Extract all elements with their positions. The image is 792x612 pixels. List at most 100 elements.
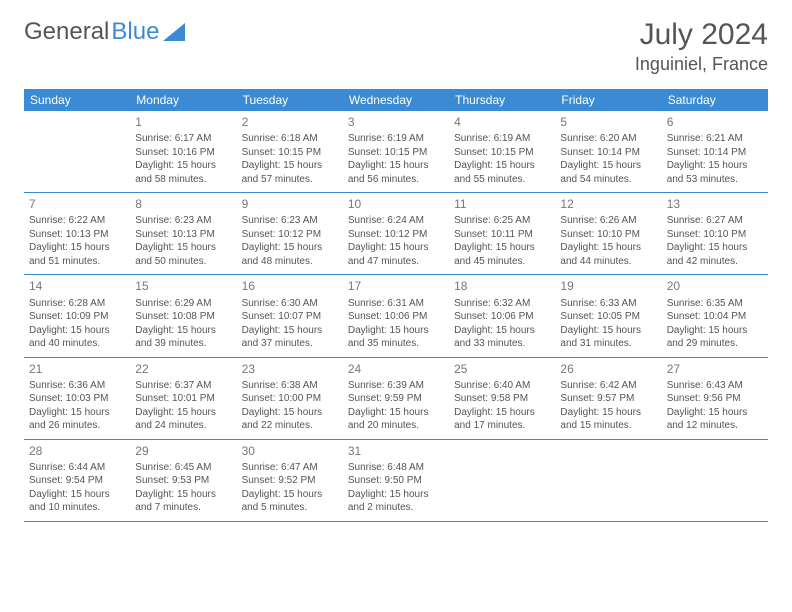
calendar-cell: 11Sunrise: 6:25 AMSunset: 10:11 PMDaylig… bbox=[449, 193, 555, 275]
calendar-cell bbox=[449, 439, 555, 521]
day-number: 26 bbox=[560, 361, 656, 377]
day-header: Saturday bbox=[662, 89, 768, 111]
sunrise-line: Sunrise: 6:45 AM bbox=[135, 461, 231, 475]
sunrise-line: Sunrise: 6:27 AM bbox=[667, 214, 763, 228]
day-header: Monday bbox=[130, 89, 236, 111]
daylight-line: Daylight: 15 hours and 56 minutes. bbox=[348, 159, 444, 186]
sunrise-line: Sunrise: 6:20 AM bbox=[560, 132, 656, 146]
calendar-cell: 23Sunrise: 6:38 AMSunset: 10:00 PMDaylig… bbox=[237, 357, 343, 439]
day-number: 12 bbox=[560, 196, 656, 212]
sunrise-line: Sunrise: 6:40 AM bbox=[454, 379, 550, 393]
sunset-line: Sunset: 10:15 PM bbox=[454, 146, 550, 160]
day-number: 3 bbox=[348, 114, 444, 130]
sunset-line: Sunset: 9:58 PM bbox=[454, 392, 550, 406]
logo: GeneralBlue bbox=[24, 18, 185, 46]
day-header: Tuesday bbox=[237, 89, 343, 111]
day-number: 14 bbox=[29, 278, 125, 294]
sunrise-line: Sunrise: 6:42 AM bbox=[560, 379, 656, 393]
day-number: 8 bbox=[135, 196, 231, 212]
sunset-line: Sunset: 10:16 PM bbox=[135, 146, 231, 160]
calendar-cell: 17Sunrise: 6:31 AMSunset: 10:06 PMDaylig… bbox=[343, 275, 449, 357]
sunset-line: Sunset: 10:11 PM bbox=[454, 228, 550, 242]
sunset-line: Sunset: 9:54 PM bbox=[29, 474, 125, 488]
day-number: 24 bbox=[348, 361, 444, 377]
calendar-cell: 4Sunrise: 6:19 AMSunset: 10:15 PMDayligh… bbox=[449, 111, 555, 193]
calendar-cell: 9Sunrise: 6:23 AMSunset: 10:12 PMDayligh… bbox=[237, 193, 343, 275]
calendar-cell: 20Sunrise: 6:35 AMSunset: 10:04 PMDaylig… bbox=[662, 275, 768, 357]
day-number: 30 bbox=[242, 443, 338, 459]
day-number: 20 bbox=[667, 278, 763, 294]
sunset-line: Sunset: 9:56 PM bbox=[667, 392, 763, 406]
calendar-cell: 28Sunrise: 6:44 AMSunset: 9:54 PMDayligh… bbox=[24, 439, 130, 521]
daylight-line: Daylight: 15 hours and 50 minutes. bbox=[135, 241, 231, 268]
day-number: 7 bbox=[29, 196, 125, 212]
calendar-cell: 6Sunrise: 6:21 AMSunset: 10:14 PMDayligh… bbox=[662, 111, 768, 193]
daylight-line: Daylight: 15 hours and 39 minutes. bbox=[135, 324, 231, 351]
day-number: 21 bbox=[29, 361, 125, 377]
calendar-cell: 3Sunrise: 6:19 AMSunset: 10:15 PMDayligh… bbox=[343, 111, 449, 193]
day-header: Sunday bbox=[24, 89, 130, 111]
calendar-row: 1Sunrise: 6:17 AMSunset: 10:16 PMDayligh… bbox=[24, 111, 768, 193]
sunrise-line: Sunrise: 6:33 AM bbox=[560, 297, 656, 311]
logo-text-blue: Blue bbox=[111, 18, 159, 46]
daylight-line: Daylight: 15 hours and 2 minutes. bbox=[348, 488, 444, 515]
day-number: 10 bbox=[348, 196, 444, 212]
day-number: 29 bbox=[135, 443, 231, 459]
calendar-row: 7Sunrise: 6:22 AMSunset: 10:13 PMDayligh… bbox=[24, 193, 768, 275]
day-number: 22 bbox=[135, 361, 231, 377]
sunset-line: Sunset: 9:57 PM bbox=[560, 392, 656, 406]
daylight-line: Daylight: 15 hours and 53 minutes. bbox=[667, 159, 763, 186]
day-number: 6 bbox=[667, 114, 763, 130]
calendar-cell: 10Sunrise: 6:24 AMSunset: 10:12 PMDaylig… bbox=[343, 193, 449, 275]
sunrise-line: Sunrise: 6:43 AM bbox=[667, 379, 763, 393]
daylight-line: Daylight: 15 hours and 20 minutes. bbox=[348, 406, 444, 433]
day-number: 31 bbox=[348, 443, 444, 459]
calendar-cell bbox=[24, 111, 130, 193]
daylight-line: Daylight: 15 hours and 33 minutes. bbox=[454, 324, 550, 351]
sunrise-line: Sunrise: 6:44 AM bbox=[29, 461, 125, 475]
calendar-cell: 7Sunrise: 6:22 AMSunset: 10:13 PMDayligh… bbox=[24, 193, 130, 275]
daylight-line: Daylight: 15 hours and 12 minutes. bbox=[667, 406, 763, 433]
daylight-line: Daylight: 15 hours and 45 minutes. bbox=[454, 241, 550, 268]
sunset-line: Sunset: 9:53 PM bbox=[135, 474, 231, 488]
calendar-cell: 14Sunrise: 6:28 AMSunset: 10:09 PMDaylig… bbox=[24, 275, 130, 357]
header: GeneralBlue July 2024 Inguiniel, France bbox=[24, 18, 768, 75]
calendar-cell: 21Sunrise: 6:36 AMSunset: 10:03 PMDaylig… bbox=[24, 357, 130, 439]
day-number: 1 bbox=[135, 114, 231, 130]
calendar-cell: 1Sunrise: 6:17 AMSunset: 10:16 PMDayligh… bbox=[130, 111, 236, 193]
day-number: 4 bbox=[454, 114, 550, 130]
sunrise-line: Sunrise: 6:23 AM bbox=[135, 214, 231, 228]
sunrise-line: Sunrise: 6:37 AM bbox=[135, 379, 231, 393]
daylight-line: Daylight: 15 hours and 55 minutes. bbox=[454, 159, 550, 186]
daylight-line: Daylight: 15 hours and 15 minutes. bbox=[560, 406, 656, 433]
sunset-line: Sunset: 10:12 PM bbox=[348, 228, 444, 242]
calendar-cell bbox=[662, 439, 768, 521]
day-number: 17 bbox=[348, 278, 444, 294]
sunset-line: Sunset: 10:08 PM bbox=[135, 310, 231, 324]
daylight-line: Daylight: 15 hours and 40 minutes. bbox=[29, 324, 125, 351]
sunset-line: Sunset: 10:05 PM bbox=[560, 310, 656, 324]
calendar-cell: 12Sunrise: 6:26 AMSunset: 10:10 PMDaylig… bbox=[555, 193, 661, 275]
day-number: 25 bbox=[454, 361, 550, 377]
calendar-cell: 24Sunrise: 6:39 AMSunset: 9:59 PMDayligh… bbox=[343, 357, 449, 439]
day-number: 13 bbox=[667, 196, 763, 212]
calendar-cell: 15Sunrise: 6:29 AMSunset: 10:08 PMDaylig… bbox=[130, 275, 236, 357]
daylight-line: Daylight: 15 hours and 58 minutes. bbox=[135, 159, 231, 186]
day-number: 11 bbox=[454, 196, 550, 212]
calendar-cell: 8Sunrise: 6:23 AMSunset: 10:13 PMDayligh… bbox=[130, 193, 236, 275]
sunset-line: Sunset: 10:12 PM bbox=[242, 228, 338, 242]
daylight-line: Daylight: 15 hours and 22 minutes. bbox=[242, 406, 338, 433]
sunrise-line: Sunrise: 6:22 AM bbox=[29, 214, 125, 228]
day-number: 5 bbox=[560, 114, 656, 130]
daylight-line: Daylight: 15 hours and 35 minutes. bbox=[348, 324, 444, 351]
sunrise-line: Sunrise: 6:29 AM bbox=[135, 297, 231, 311]
day-number: 9 bbox=[242, 196, 338, 212]
calendar-cell: 30Sunrise: 6:47 AMSunset: 9:52 PMDayligh… bbox=[237, 439, 343, 521]
sunrise-line: Sunrise: 6:30 AM bbox=[242, 297, 338, 311]
calendar-cell: 2Sunrise: 6:18 AMSunset: 10:15 PMDayligh… bbox=[237, 111, 343, 193]
day-number: 2 bbox=[242, 114, 338, 130]
sunset-line: Sunset: 9:50 PM bbox=[348, 474, 444, 488]
sunset-line: Sunset: 9:59 PM bbox=[348, 392, 444, 406]
sunrise-line: Sunrise: 6:26 AM bbox=[560, 214, 656, 228]
sunrise-line: Sunrise: 6:47 AM bbox=[242, 461, 338, 475]
